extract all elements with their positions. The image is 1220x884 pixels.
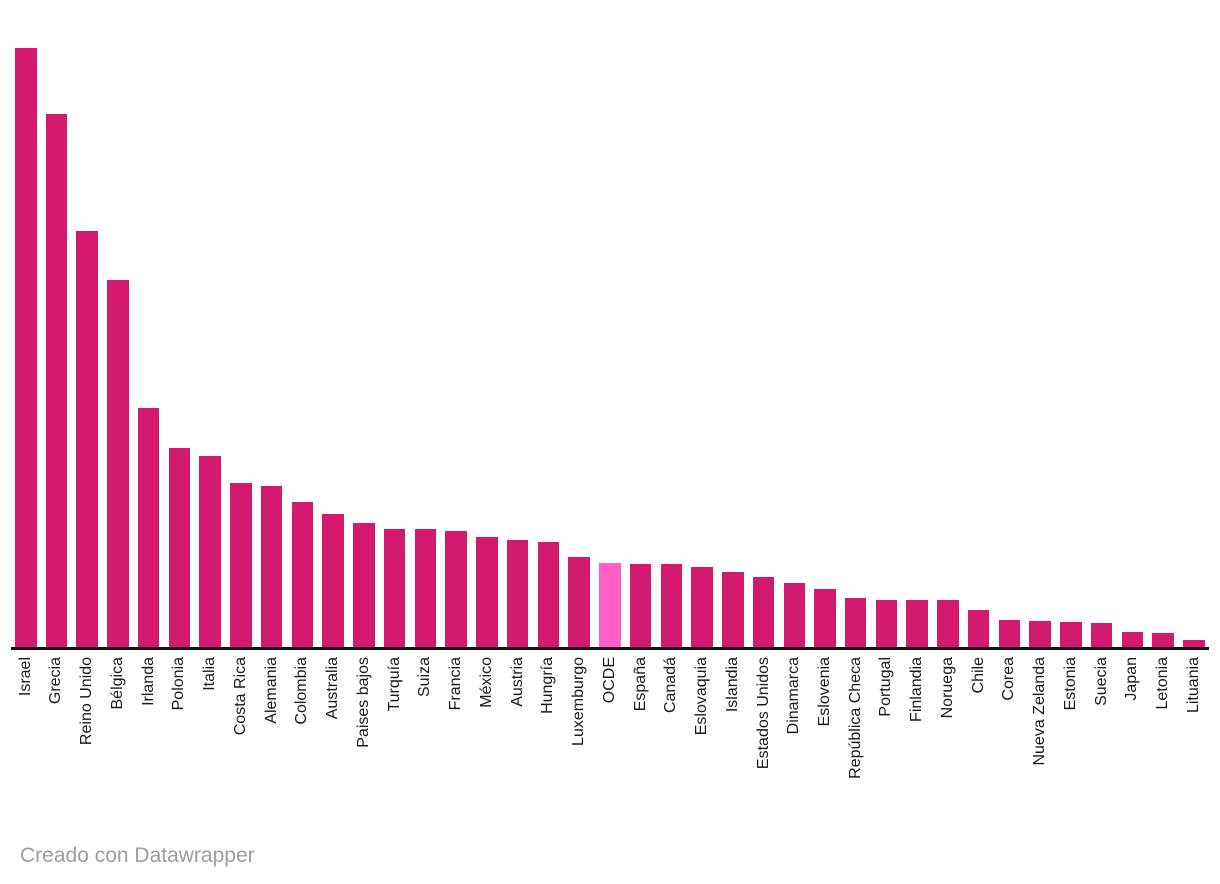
x-axis-label-suecia: Suecia	[1092, 657, 1110, 706]
x-axis-label-hungría: Hungría	[539, 657, 557, 714]
bar-canadá	[660, 564, 683, 647]
x-axis-label-irlanda: Irlanda	[139, 657, 157, 706]
x-axis-label-chile: Chile	[969, 657, 987, 694]
bar-australia	[322, 514, 344, 647]
bar-francia	[445, 531, 467, 647]
bar-costa-rica	[230, 483, 252, 647]
x-axis-label-alemania: Alemania	[262, 657, 280, 724]
x-axis-label-australia: Australia	[324, 657, 342, 720]
x-axis-label-israel: Israel	[16, 657, 34, 697]
bar-paises-bajos	[353, 523, 375, 647]
x-axis-label-corea: Corea	[1000, 657, 1018, 701]
x-axis-label-finlandia: Finlandia	[908, 657, 926, 722]
x-axis-label-costa-rica: Costa Rica	[231, 657, 249, 736]
x-axis-label-estados-unidos: Estados Unidos	[754, 657, 772, 770]
x-axis-label-noruega: Noruega	[938, 657, 956, 719]
x-axis-label-reino-unido: Reino Unido	[78, 657, 96, 746]
x-axis-label-colombia: Colombia	[293, 657, 311, 725]
bar-ocde	[599, 563, 621, 647]
bar-chile	[967, 610, 990, 647]
datawrapper-attribution[interactable]: Creado con Datawrapper	[20, 844, 255, 867]
x-axis-label-austria: Austria	[508, 657, 526, 707]
x-axis-baseline	[11, 647, 1209, 650]
x-axis-label-república-checa: República Checa	[846, 657, 864, 779]
bar-italia	[199, 456, 221, 647]
bar-suiza	[414, 529, 437, 647]
x-axis-label-nueva-zelanda: Nueva Zelanda	[1031, 657, 1049, 766]
bar-letonia	[1152, 633, 1174, 647]
x-axis-label-francia: Francia	[447, 657, 465, 711]
bar-bélgica	[107, 280, 129, 647]
bar-portugal	[875, 600, 898, 647]
x-axis-label-españa: España	[631, 657, 649, 712]
bar-nueva-zelanda	[1029, 621, 1051, 647]
x-axis-label-islandia: Islandia	[723, 657, 741, 713]
bar-luxemburgo	[568, 557, 590, 647]
x-axis-label-suiza: Suiza	[416, 657, 434, 698]
bar-irlanda	[137, 408, 160, 647]
bar-dinamarca	[783, 583, 805, 647]
x-axis-label-estonia: Estonia	[1061, 657, 1079, 711]
x-axis-label-italia: Italia	[201, 657, 219, 691]
x-axis-label-polonia: Polonia	[170, 657, 188, 711]
bar-méxico	[476, 537, 498, 647]
bar-alemania	[260, 486, 283, 647]
bar-españa	[629, 564, 652, 647]
x-axis-label-luxemburgo: Luxemburgo	[570, 657, 588, 746]
bar-austria	[506, 540, 529, 647]
bar-japan	[1121, 632, 1144, 647]
bar-reino-unido	[76, 231, 98, 647]
x-axis-label-dinamarca: Dinamarca	[785, 657, 803, 735]
bar-polonia	[168, 448, 191, 647]
bar-hungría	[537, 542, 560, 647]
x-axis-label-letonia: Letonia	[1154, 657, 1172, 710]
bar-finlandia	[906, 600, 928, 647]
x-axis-label-eslovenia: Eslovenia	[815, 657, 833, 727]
bar-turquía	[383, 529, 406, 647]
bar-eslovaquia	[691, 567, 713, 647]
bar-eslovenia	[814, 589, 836, 647]
x-axis-label-grecia: Grecia	[47, 657, 65, 705]
bar-república-checa	[844, 598, 867, 647]
x-axis-label-paises-bajos: Paises bajos	[354, 657, 372, 748]
bar-corea	[998, 620, 1021, 647]
bar-noruega	[937, 600, 959, 647]
bar-islandia	[722, 572, 744, 647]
bar-estados-unidos	[752, 577, 775, 647]
x-axis-label-lituania: Lituania	[1184, 657, 1202, 714]
x-axis-label-portugal: Portugal	[877, 657, 895, 717]
bar-lituania	[1183, 640, 1205, 647]
bar-estonia	[1060, 622, 1082, 647]
bar-colombia	[291, 502, 314, 647]
x-axis-label-turquía: Turquía	[385, 657, 403, 712]
x-axis-label-japan: Japan	[1123, 657, 1141, 701]
bar-israel	[15, 48, 37, 647]
bar-grecia	[45, 114, 68, 647]
x-axis-label-eslovaquia: Eslovaquia	[693, 657, 711, 736]
x-axis-label-bélgica: Bélgica	[108, 657, 126, 710]
bar-suecia	[1090, 623, 1113, 647]
x-axis-label-canadá: Canadá	[662, 657, 680, 714]
x-axis-label-ocde: OCDE	[600, 657, 618, 704]
x-axis-label-méxico: México	[477, 657, 495, 708]
